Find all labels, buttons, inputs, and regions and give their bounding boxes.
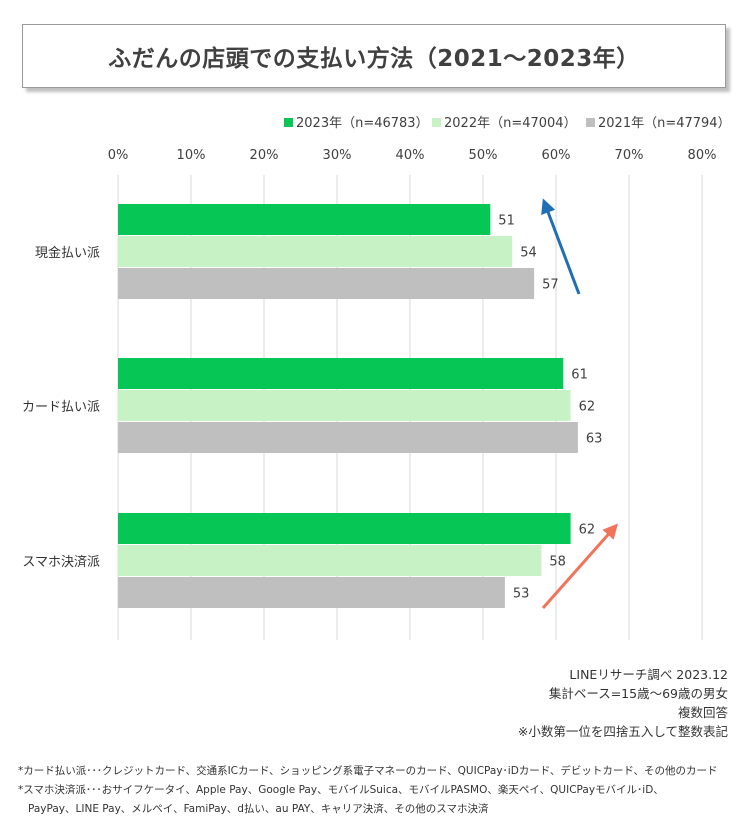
x-axis-ticks: 0% 10% 20% 30% 40% 50% 60% 70% 80% bbox=[108, 148, 717, 163]
category-label: 現金払い派 bbox=[35, 245, 100, 261]
footnote-smartphone: *スマホ決済派･･･おサイフケータイ、Apple Pay、Google Pay、… bbox=[18, 784, 664, 796]
x-tick-label: 40% bbox=[396, 148, 425, 163]
x-tick-label: 20% bbox=[250, 148, 279, 163]
bar bbox=[118, 268, 535, 299]
bar-value-label: 62 bbox=[579, 400, 596, 415]
x-tick-label: 0% bbox=[108, 148, 129, 163]
bar bbox=[118, 513, 571, 544]
bar bbox=[118, 545, 542, 576]
legend-label-0: 2023年（n=46783） bbox=[296, 116, 429, 131]
source-block: LINEリサーチ調べ 2023.12 集計ベース=15歳～69歳の男女 複数回答… bbox=[518, 665, 728, 741]
category-label: スマホ決済派 bbox=[22, 554, 100, 570]
bar-value-label: 53 bbox=[513, 587, 530, 602]
category-label: カード払い派 bbox=[22, 400, 100, 415]
rounding-note: ※小数第一位を四捨五入して整数表記 bbox=[517, 724, 728, 739]
bar bbox=[118, 358, 564, 389]
trend-arrow-1 bbox=[541, 523, 618, 609]
footnotes: *カード払い派･･･クレジットカード、交通系ICカード、ショッピング系電子マネー… bbox=[18, 762, 717, 819]
legend: 2023年（n=46783） 2022年（n=47004） 2021年（n=4779… bbox=[284, 116, 731, 131]
x-tick-label: 30% bbox=[323, 148, 352, 163]
base-line: 集計ベース=15歳～69歳の男女 bbox=[548, 686, 728, 701]
x-tick-label: 60% bbox=[542, 148, 571, 163]
bar-value-label: 61 bbox=[571, 368, 588, 383]
bars bbox=[118, 204, 578, 608]
legend-swatch-1 bbox=[432, 118, 441, 127]
bar-value-label: 63 bbox=[586, 432, 603, 447]
value-labels: 51 54 57 61 62 63 62 58 53 bbox=[498, 214, 602, 602]
x-tick-label: 80% bbox=[688, 148, 717, 163]
bar bbox=[118, 236, 513, 267]
footnote-card: *カード払い派･･･クレジットカード、交通系ICカード、ショッピング系電子マネー… bbox=[18, 765, 718, 777]
bar-value-label: 51 bbox=[498, 214, 515, 229]
legend-label-1: 2022年（n=47004） bbox=[444, 116, 577, 131]
legend-swatch-0 bbox=[284, 118, 293, 127]
bar bbox=[118, 577, 505, 608]
footnote-smartphone-cont: PayPay、LINE Pay、メルペイ、FamiPay、d払い、au PAY、… bbox=[28, 803, 489, 815]
bar bbox=[118, 204, 491, 235]
chart-title: ふだんの店頭での支払い方法（2021～2023年） bbox=[22, 24, 726, 88]
bar-value-label: 58 bbox=[549, 555, 566, 570]
bar bbox=[118, 390, 571, 421]
x-tick-label: 10% bbox=[177, 148, 206, 163]
x-tick-label: 50% bbox=[469, 148, 498, 163]
bar-value-label: 54 bbox=[520, 246, 537, 261]
answer-type-line: 複数回答 bbox=[677, 705, 728, 720]
bar bbox=[118, 422, 578, 453]
source-line: LINEリサーチ調べ 2023.12 bbox=[569, 667, 728, 682]
bar-value-label: 62 bbox=[579, 523, 596, 538]
bar-chart: 2023年（n=46783） 2022年（n=47004） 2021年（n=4779… bbox=[22, 116, 731, 640]
legend-label-2: 2021年（n=47794） bbox=[598, 116, 731, 131]
trend-arrow-0 bbox=[541, 198, 581, 295]
legend-swatch-2 bbox=[586, 118, 595, 127]
trend-arrows bbox=[541, 198, 618, 609]
x-tick-label: 70% bbox=[615, 148, 644, 163]
bar-value-label: 57 bbox=[542, 278, 559, 293]
